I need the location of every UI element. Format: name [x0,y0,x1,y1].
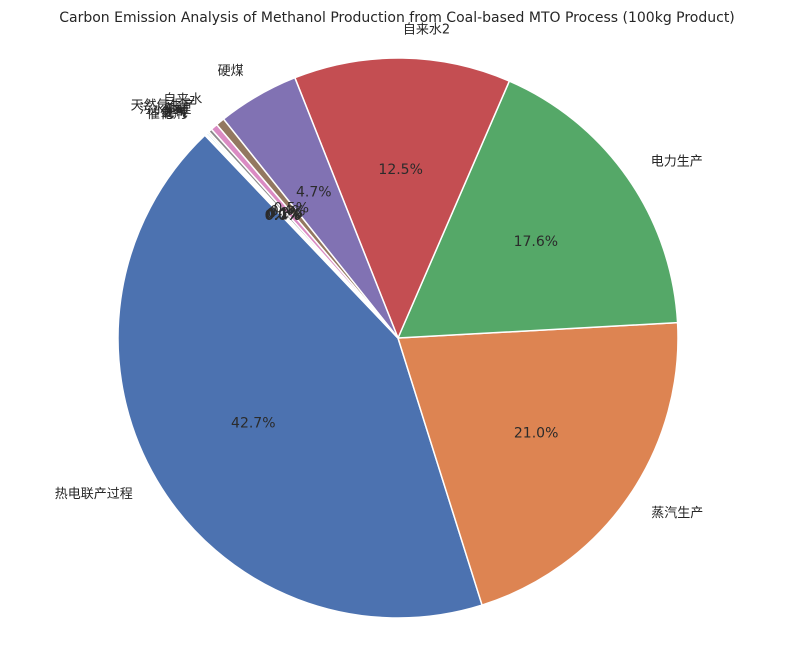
slice-percent-label: 21.0% [514,426,558,442]
slice-percent-label: 17.6% [514,234,558,250]
pie-slice [397,80,679,339]
slice-label: 氮气 [162,104,188,120]
slice-percent-label: 4.7% [296,185,332,201]
pie-slice [294,57,511,339]
percent-labels: 42.7% 21.0% 17.6% 12.5% 4.7%0.5%0.4%0.2%0.1%… [231,162,558,442]
slice-label: 热电联产过程 [55,487,133,502]
slice-percent-label: 12.5% [378,162,422,178]
slice-percent-label: 0.2% [267,205,303,221]
slice-percent-label: 0.1% [266,207,302,223]
pie-slice [117,134,483,619]
slice-percent-label: 42.7% [231,415,275,431]
slice-percent-label: 0.0% [265,208,301,224]
slice-label: 催化剂 [147,107,186,122]
slice-label: 自来水 [163,93,202,108]
pie-slice [397,321,679,606]
chart-title: Carbon Emission Analysis of Methanol Pro… [59,10,735,26]
pie-slices [117,57,679,619]
slice-label: 自来水2 [403,23,450,38]
slice-percent-label: 0.1% [266,207,302,223]
slice-label: 氧气 [161,105,187,121]
pie-slice [204,133,399,339]
slice-percent-label: 0.4% [270,203,306,219]
slice-label: 硬煤 [218,64,244,79]
slice-label: 甲醇 [163,103,189,119]
slice-label: 蒸汽生产 [651,506,703,521]
slice-label: 污水处理 [139,102,191,117]
slice-label: 电力生产 [651,154,703,169]
slice-percent-label: 0.5% [273,200,309,216]
slice-label: 天然气生产 [131,97,196,113]
slice-percent-label: 0.0% [265,208,301,224]
